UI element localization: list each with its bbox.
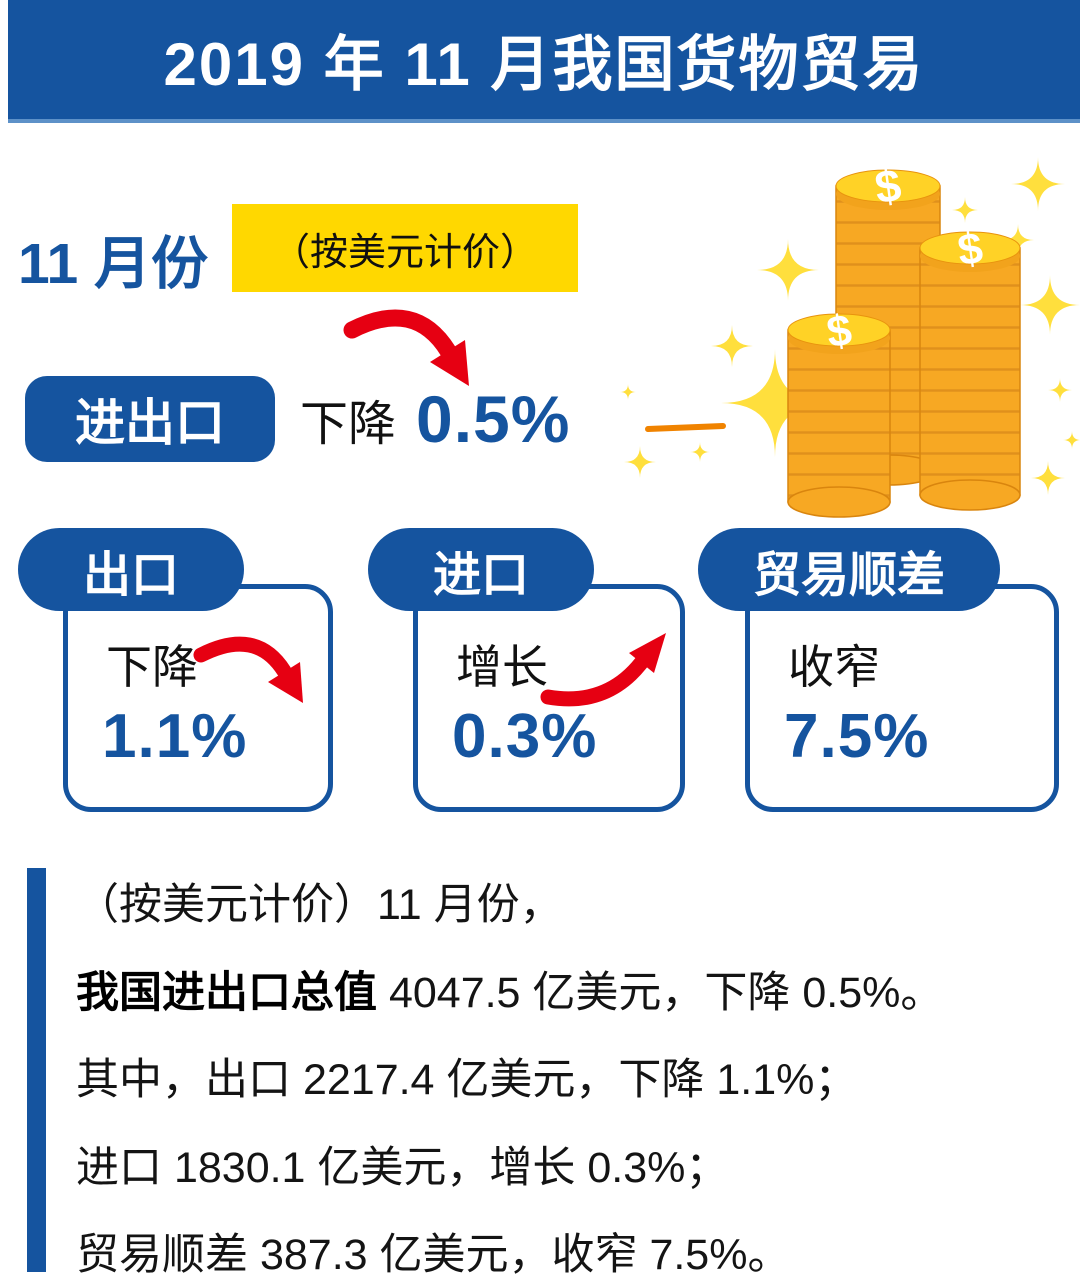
up-trend-arrow-icon [540, 633, 666, 707]
down-trend-arrow-icon [343, 309, 469, 386]
summary-value-row: 下降 0.5% [300, 376, 570, 462]
card-value: 0.3% [452, 702, 598, 771]
card-trade-surplus-tab: 贸易顺差 [698, 528, 1000, 611]
summary-direction: 下降 [300, 398, 397, 451]
card-direction: 增长 [456, 641, 548, 693]
card-tab-label: 进口 [432, 548, 529, 602]
card-exports-tab: 出口 [18, 528, 244, 611]
paragraph-line-2: 我国进出口总值 4047.5 亿美元，下降 0.5%。 [76, 950, 1066, 1038]
card-direction: 收窄 [788, 641, 880, 693]
summary-pill-total-trade: 进出口 [25, 376, 275, 462]
coin-stacks-illustration: $ $ $ [620, 157, 1080, 518]
page-title: 2019 年 11 月我国货物贸易 [163, 31, 925, 98]
paragraph-line-4: 进口 1830.1 亿美元，增长 0.3%； [76, 1143, 729, 1192]
paragraph-line-2-rest: 4047.5 亿美元，下降 0.5%。 [377, 968, 944, 1017]
paragraph-line-5: 贸易顺差 387.3 亿美元，收窄 7.5%。 [76, 1231, 791, 1280]
coin-stack-right: $ [919, 224, 1021, 511]
coin-stack-front: $ [787, 306, 891, 518]
card-tab-label: 出口 [82, 548, 179, 602]
down-trend-arrow-icon [193, 636, 303, 703]
paragraph-line-3: 其中，出口 2217.4 亿美元，下降 1.1%； [76, 1056, 858, 1105]
card-trade-surplus-box: 收窄 7.5% [745, 584, 1059, 812]
summary-label: 进出口 [75, 395, 225, 451]
paragraph-line-2-bold: 我国进出口总值 [76, 968, 377, 1017]
orange-accent-line [645, 423, 726, 432]
month-label: 11 月份 [18, 232, 209, 296]
currency-note-box: （按美元计价） [232, 204, 578, 292]
card-value: 7.5% [784, 702, 930, 771]
summary-value: 0.5% [416, 382, 571, 456]
quote-accent-bar [27, 868, 46, 1272]
card-imports-tab: 进口 [368, 528, 594, 611]
card-value: 1.1% [102, 702, 248, 771]
card-tab-label: 贸易顺差 [752, 548, 945, 602]
currency-note-text: （按美元计价） [271, 231, 538, 274]
paragraph-line-1: （按美元计价）11 月份， [76, 881, 563, 929]
card-exports-box: 下降 1.1% [63, 584, 333, 812]
header-banner: 2019 年 11 月我国货物贸易 [8, 0, 1080, 123]
card-direction: 下降 [106, 641, 198, 693]
card-imports-box: 增长 0.3% [413, 584, 685, 812]
summary-paragraph: （按美元计价）11 月份， 我国进出口总值 4047.5 亿美元，下降 0.5%… [76, 862, 1066, 1283]
